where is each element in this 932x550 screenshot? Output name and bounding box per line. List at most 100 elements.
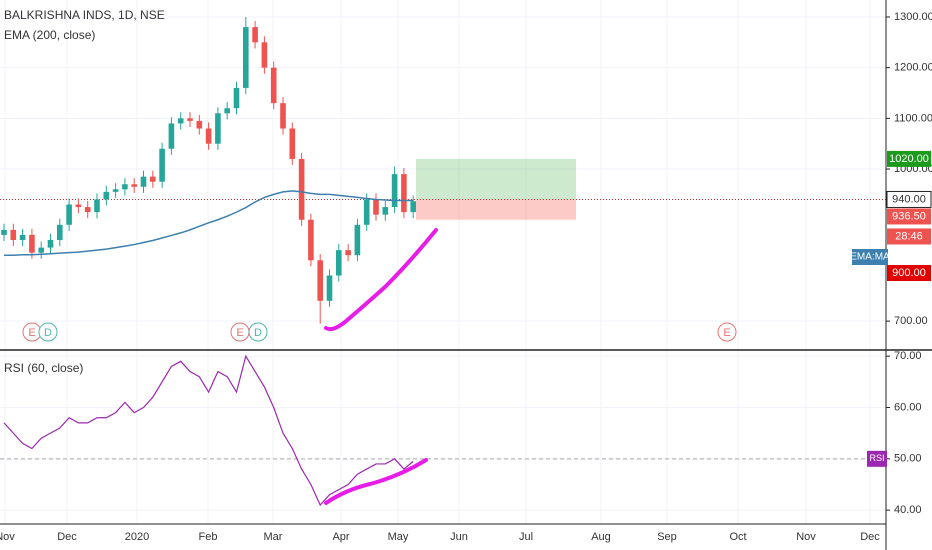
candle-body (243, 27, 249, 88)
candle-body (401, 174, 407, 213)
y-tick-label: 70.00 (894, 350, 922, 362)
candle-body (205, 128, 212, 144)
candle-body (280, 103, 286, 129)
event-marker (717, 322, 737, 342)
candle-body (410, 201, 416, 213)
candle-body (345, 250, 351, 256)
event-label: D (254, 327, 262, 339)
y-tick-label: 1100.00 (894, 112, 932, 124)
y-tick-label: 700.00 (894, 315, 928, 327)
x-tick-label: Dec (57, 531, 77, 543)
x-tick-label: Nov (796, 531, 816, 543)
y-tick-label: 50.00 (894, 453, 922, 465)
rsi-line (3, 354, 414, 507)
candle-body (373, 199, 379, 215)
candle-body (336, 250, 342, 276)
candle-body (66, 204, 72, 225)
candle-body (354, 224, 361, 256)
candle-body (261, 42, 268, 68)
x-tick-label: Feb (199, 531, 218, 543)
event-label: D (44, 327, 52, 339)
candle-body (84, 207, 91, 213)
candle-body (215, 113, 221, 144)
x-tick-label: Nov (0, 531, 15, 543)
stop-label-bg (887, 265, 931, 281)
candle-body (252, 27, 258, 43)
candle-body (363, 199, 370, 225)
x-tick-label: Jul (519, 531, 533, 543)
ema-line (4, 190, 414, 256)
x-tick-label: Apr (332, 531, 349, 543)
event-marker (38, 322, 58, 342)
candle-body (150, 176, 156, 182)
event-label: E (28, 327, 35, 339)
candle-body (57, 224, 63, 241)
last-price-label-bg (887, 208, 931, 225)
x-tick-label: Oct (729, 531, 746, 543)
y-tick-label: 60.00 (894, 401, 922, 413)
x-tick-label: Dec (860, 531, 880, 543)
event-label: E (723, 327, 730, 339)
x-tick-label: Aug (591, 531, 611, 543)
candle-body (168, 123, 175, 149)
candle-body (94, 199, 100, 213)
candle-body (112, 189, 119, 192)
y-tick-label: 40.00 (894, 504, 922, 516)
x-tick-label: 2020 (125, 531, 149, 543)
entry-label-bg (886, 190, 932, 208)
target-zone (416, 158, 576, 200)
candle-body (122, 184, 128, 190)
indicator-label: RSI (60, close) (4, 361, 83, 375)
ema-tag-bg (852, 249, 888, 265)
candle-body (187, 118, 193, 121)
candle-body (29, 234, 35, 253)
candle-body (382, 207, 389, 215)
candle-body (326, 275, 333, 301)
target-label-bg (887, 150, 931, 167)
candle-body (1, 229, 7, 235)
y-tick-label: 1200.00 (894, 62, 932, 74)
rsi-tag: RSI (869, 453, 884, 463)
candle-body (38, 247, 44, 253)
candle-body (196, 120, 203, 129)
countdown-label: 28:46 (895, 230, 923, 242)
candle-body (233, 87, 240, 109)
rsi-tag-bg (867, 450, 887, 467)
x-tick-label: Mar (264, 531, 283, 543)
candle-body (10, 229, 17, 241)
drawing-stroke (324, 228, 438, 332)
candle-body (19, 234, 26, 241)
entry-label: 940.00 (892, 193, 926, 205)
candle-body (289, 128, 296, 159)
candle-body (75, 204, 82, 208)
candle-body (140, 176, 147, 187)
candle-body (224, 108, 230, 114)
marks-layer (0, 16, 886, 507)
candle-body (47, 240, 54, 248)
indicator-label: EMA (200, close) (4, 28, 95, 42)
drawing-stroke (324, 458, 428, 505)
target-label: 1020.00 (889, 153, 929, 165)
candle-body (391, 174, 398, 208)
candle-body (103, 191, 110, 200)
event-label: E (236, 327, 243, 339)
last-price-label: 936.50 (892, 210, 926, 222)
x-tick-label: Sep (657, 531, 677, 543)
ema-tag: EMA:MA (850, 252, 890, 263)
candle-body (317, 260, 323, 301)
candle-body (308, 219, 314, 261)
candle-body (159, 148, 165, 182)
candle-body (177, 118, 184, 124)
y-tick-label: 1300.00 (894, 11, 932, 23)
x-tick-label: Jun (450, 531, 468, 543)
candle-body (131, 184, 137, 187)
candle-body (270, 67, 277, 104)
x-tick-label: May (388, 531, 409, 543)
countdown-label-bg (887, 228, 931, 245)
stop-label: 900.00 (892, 267, 926, 279)
event-marker (248, 322, 268, 342)
chart-title: BALKRISHNA INDS, 1D, NSE (4, 8, 165, 22)
